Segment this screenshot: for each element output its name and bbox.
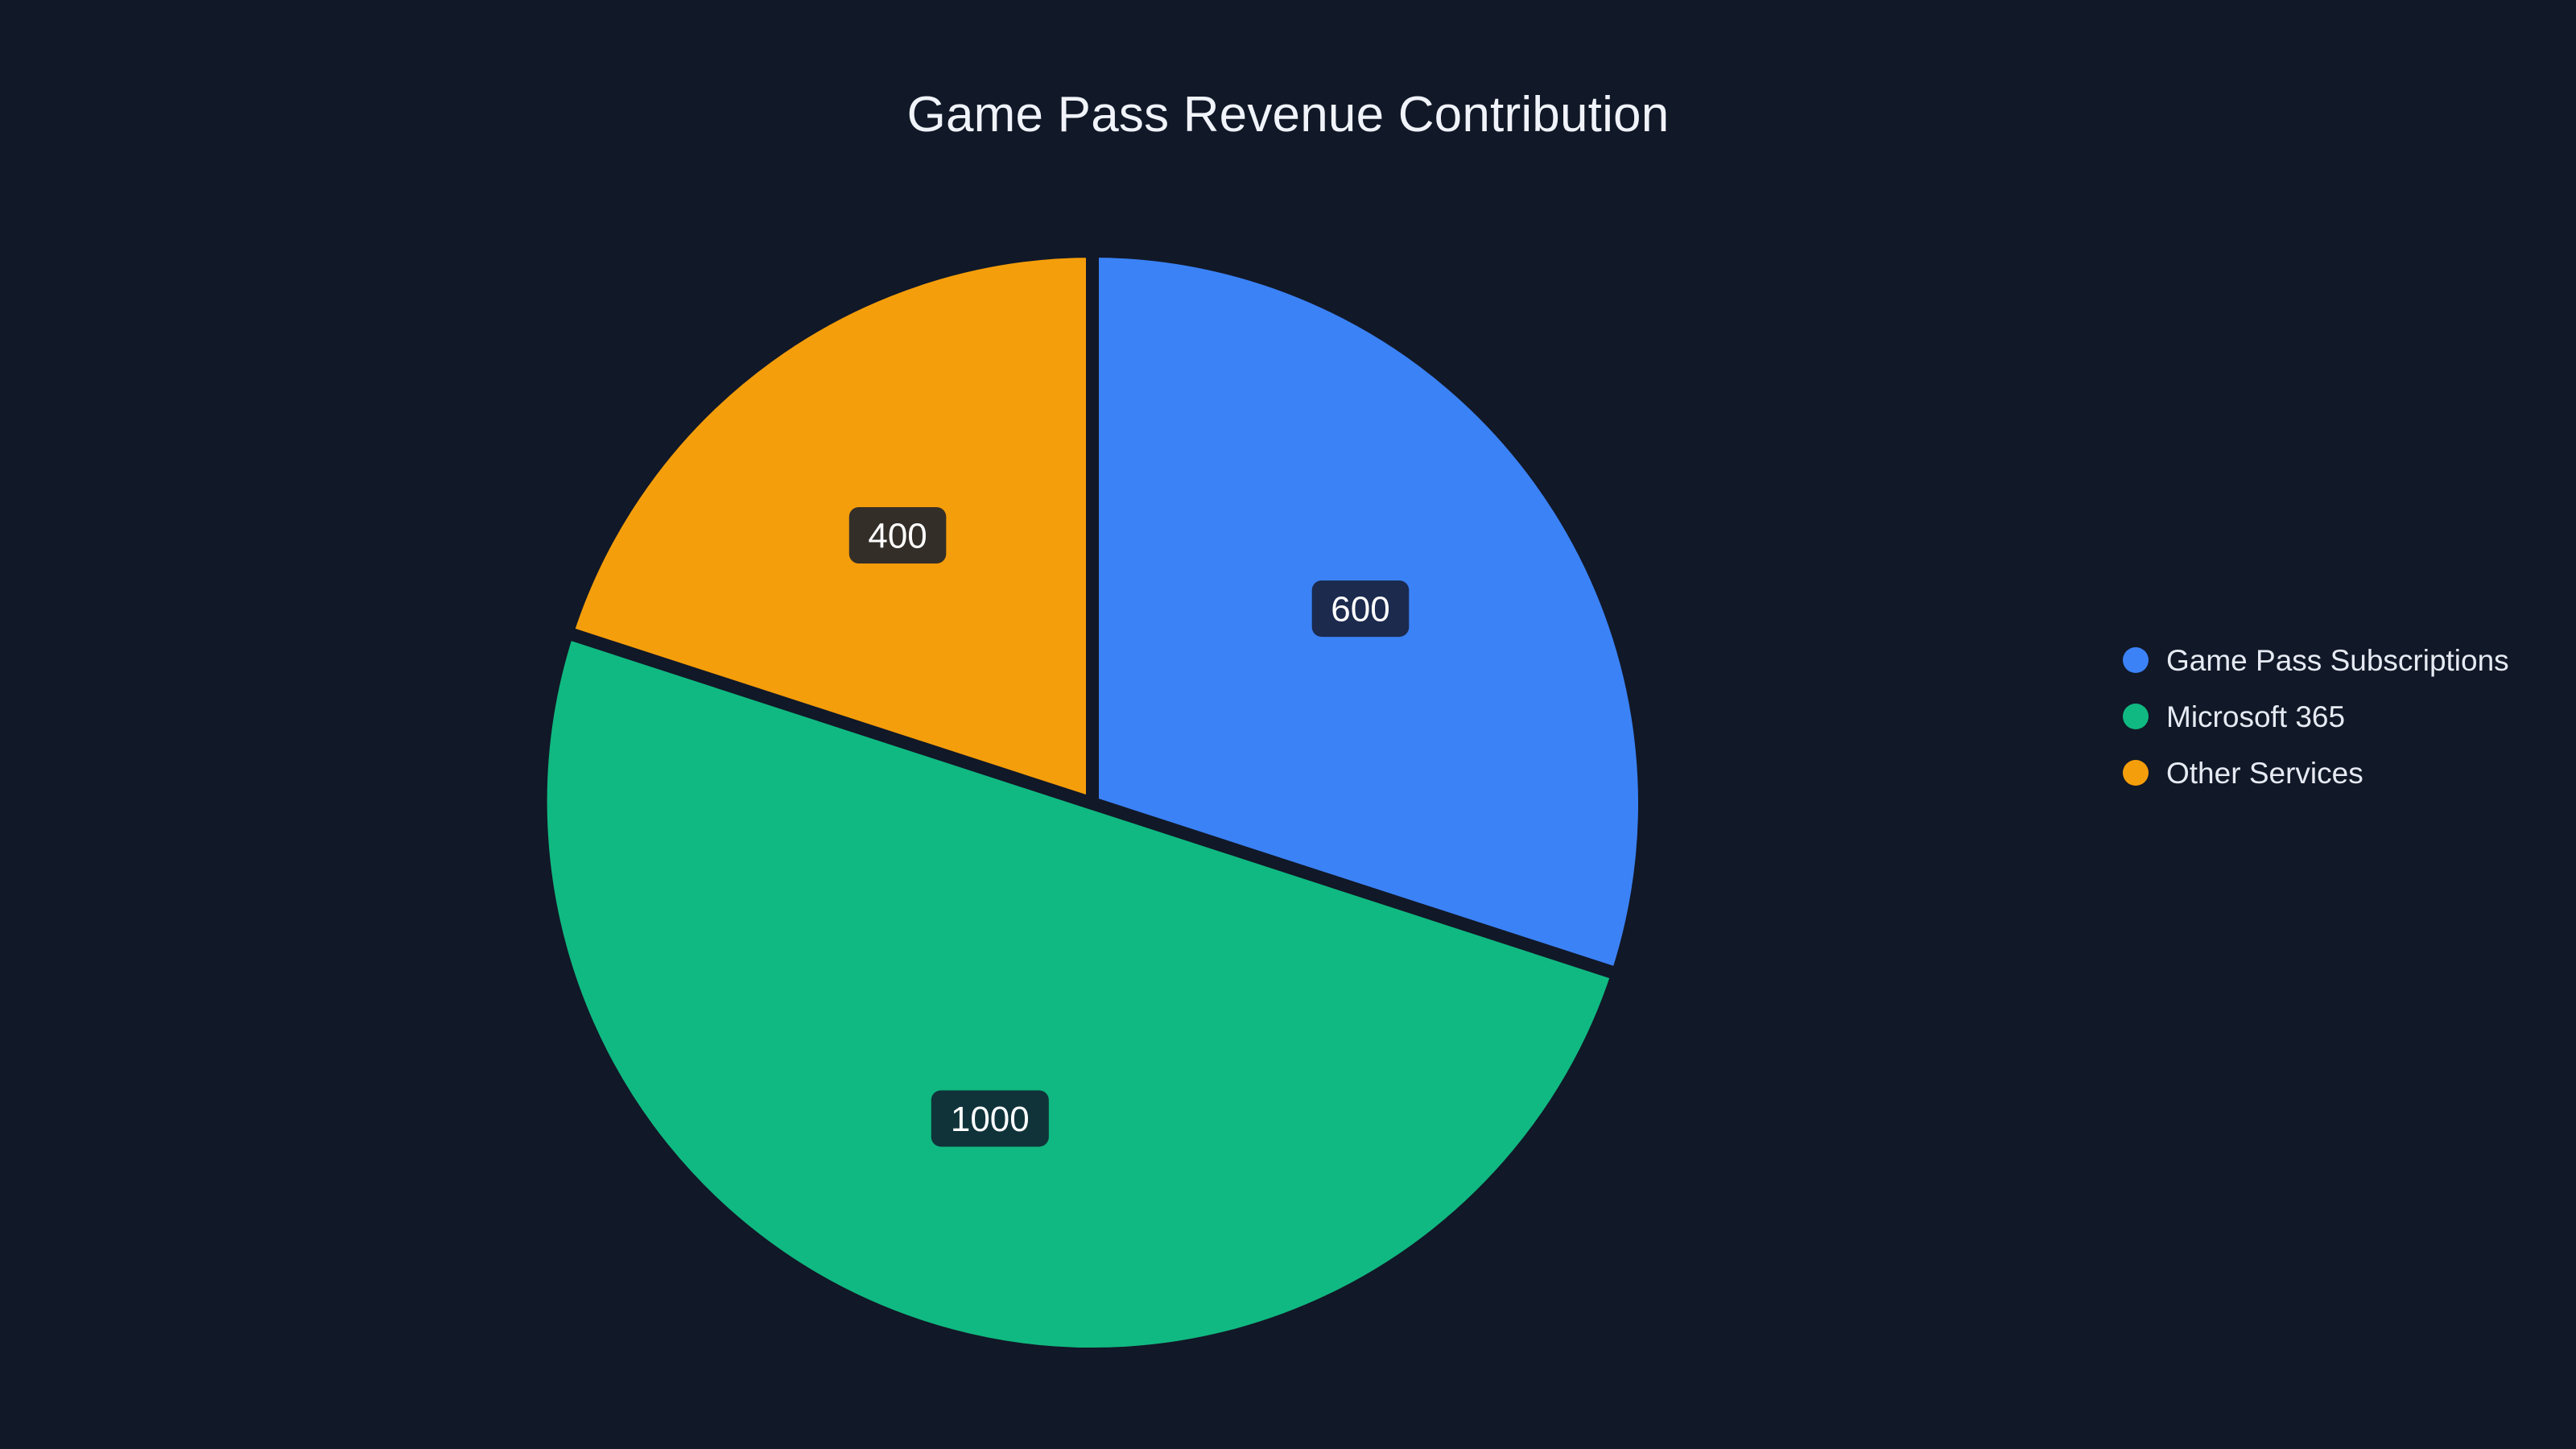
pie-slice[interactable] (560, 245, 1099, 810)
slice-value-label: 400 (868, 517, 927, 556)
pie-value-labels-group: 600 1000 400 (848, 507, 1410, 1147)
pie-slice[interactable] (534, 626, 1624, 1360)
legend-color-swatch-icon (2123, 704, 2149, 729)
legend-item-label: Microsoft 365 (2166, 700, 2346, 733)
legend-item-label: Game Pass Subscriptions (2166, 643, 2509, 677)
legend-item[interactable]: Microsoft 365 (2123, 699, 2509, 734)
slice-value-label-box (848, 507, 947, 564)
chart-legend: Game Pass Subscriptions Microsoft 365 Othe… (2123, 642, 2509, 791)
legend-color-swatch-icon (2123, 647, 2149, 673)
legend-color-swatch-icon (2123, 760, 2149, 786)
chart-title: Game Pass Revenue Contribution (906, 87, 1670, 142)
legend-item-label: Other Services (2166, 756, 2363, 790)
slice-value-label-box (931, 1090, 1049, 1147)
pie-slices-group (534, 245, 1651, 1360)
slice-value-label: 1000 (951, 1100, 1030, 1139)
slice-value-label: 600 (1331, 590, 1389, 630)
legend-item[interactable]: Other Services (2123, 755, 2509, 791)
slice-value-label-box (1311, 580, 1410, 638)
legend-item[interactable]: Game Pass Subscriptions (2123, 642, 2509, 678)
